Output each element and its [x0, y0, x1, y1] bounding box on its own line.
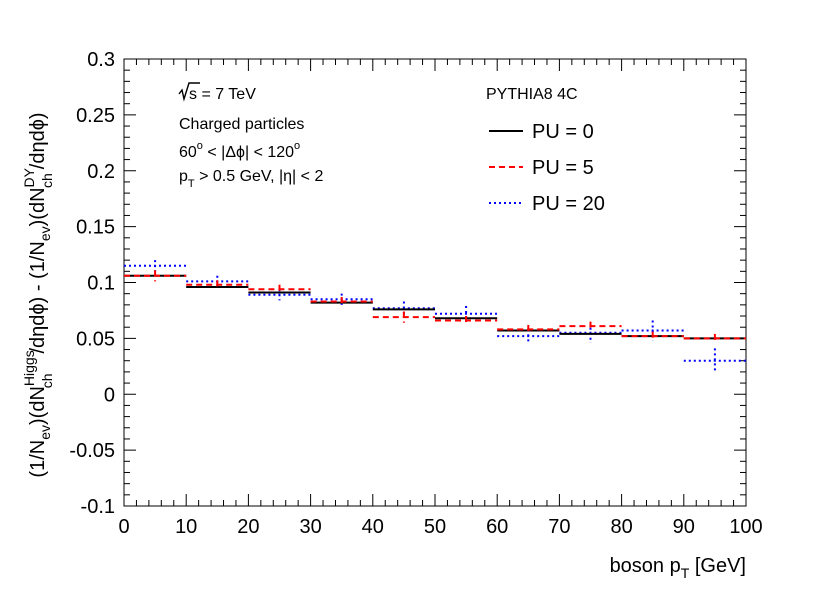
svg-text:s = 7 TeV: s = 7 TeV	[189, 86, 256, 103]
legend-label-pu20: PU = 20	[532, 193, 605, 215]
y-tick-label: 0.1	[87, 273, 115, 295]
legend: PU = 0 PU = 5 PU = 20	[489, 121, 605, 215]
y-tick-label: 0.05	[76, 328, 115, 350]
dphi-low-sup: o	[197, 140, 203, 152]
y-tick-label: 0.3	[87, 49, 115, 71]
dphi-low: 60	[179, 144, 197, 161]
x-axis-label: boson pT [GeV]	[610, 555, 746, 581]
pt-cut-rest: > 0.5 GeV, |η| < 2	[195, 168, 324, 185]
x-tick-label: 30	[299, 516, 321, 538]
series-pu-5	[124, 270, 746, 343]
annotation-block: s = 7 TeV Charged particles 60o < |Δϕ| <…	[178, 82, 578, 190]
generator-text: PYTHIA8 4C	[486, 86, 578, 103]
x-tick-label: 60	[486, 516, 508, 538]
y-tick-label: -0.05	[69, 440, 115, 462]
y-tick-label: 0.15	[76, 217, 115, 239]
y-tick-label: 0.25	[76, 105, 115, 127]
pt-cut-p: p	[179, 168, 188, 185]
sqrt-s-text: s	[189, 86, 197, 103]
x-tick-label: 20	[237, 516, 259, 538]
x-axis-label-unit: [GeV]	[695, 555, 746, 577]
x-tick-label: 10	[175, 516, 197, 538]
y-tick-label: 0.2	[87, 161, 115, 183]
charged-particles-text: Charged particles	[179, 116, 304, 133]
sqrt-symbol	[178, 82, 200, 102]
x-tick-label: 70	[548, 516, 570, 538]
x-tick-label: 100	[729, 516, 762, 538]
y-axis-label: (1/Nev)(dNHiggs ch/dηdϕ) - (1/Nev)(dNDY ch…	[21, 112, 55, 477]
y-tick-label: -0.1	[81, 496, 115, 518]
axis-ticks: 0 10 20 30 40 50 60 70 80 90 100 -0.1 -0.05 0 0.05 0.1 0…	[69, 49, 762, 538]
pt-cut-text: pT > 0.5 GeV, |η| < 2	[179, 168, 323, 190]
x-tick-label: 80	[610, 516, 632, 538]
y-tick-label: 0	[104, 384, 115, 406]
legend-label-pu5: PU = 5	[532, 157, 594, 179]
dphi-high-sup: o	[294, 140, 300, 152]
pt-cut-sub: T	[188, 178, 195, 190]
dphi-mid: < |Δϕ| < 120	[203, 144, 294, 161]
x-tick-label: 40	[362, 516, 384, 538]
x-axis-label-sub: T	[681, 565, 690, 581]
x-axis-label-main: boson p	[610, 555, 681, 577]
legend-label-pu0: PU = 0	[532, 121, 594, 143]
energy-text: = 7 TeV	[197, 86, 256, 103]
dphi-cut-text: 60o < |Δϕ| < 120o	[179, 140, 300, 161]
series-layer	[124, 260, 746, 374]
x-tick-label: 50	[424, 516, 446, 538]
x-tick-label: 90	[673, 516, 695, 538]
x-tick-label: 0	[118, 516, 129, 538]
